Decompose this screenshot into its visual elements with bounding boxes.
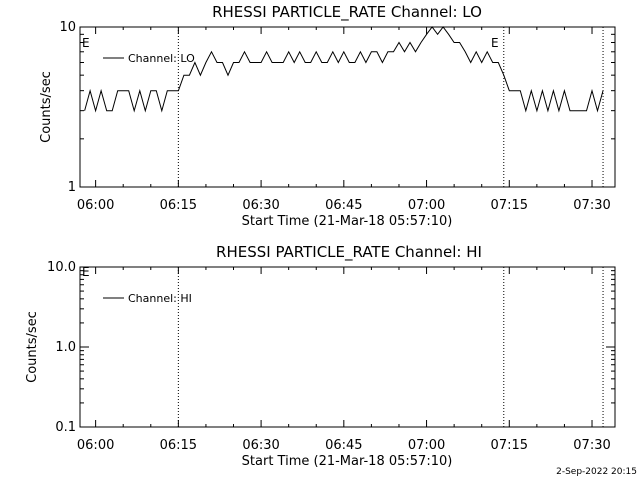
x-tick-label: 06:00 <box>77 438 114 453</box>
x-tick-label: 06:45 <box>325 438 362 453</box>
date-stamp: 2-Sep-2022 20:15 <box>556 467 637 477</box>
y-axis-label-hi: Counts/sec <box>25 311 40 383</box>
plot-frame-lo <box>79 26 616 188</box>
y-minor-ticks-lo <box>80 26 615 188</box>
y-minor-ticks-hi <box>80 266 615 428</box>
plot-frame-hi <box>79 266 616 428</box>
x-ticks-hi: 06:00 06:15 06:30 06:45 07:00 07:15 07:30 <box>77 267 611 453</box>
y-tick-label-lo-10: 10 <box>59 20 76 35</box>
edge-marker-label-lo-right: E <box>491 36 499 50</box>
x-axis-label-hi: Start Time (21-Mar-18 05:57:10) <box>242 454 453 469</box>
chart-title-hi: RHESSI PARTICLE_RATE Channel: HI <box>216 243 482 262</box>
x-tick-label: 07:30 <box>573 438 610 453</box>
x-tick-label: 07:15 <box>491 198 528 213</box>
y-tick-label-lo-1: 1 <box>68 180 76 195</box>
y-axis-label-lo: Counts/sec <box>39 71 54 143</box>
x-tick-label: 06:45 <box>325 198 362 213</box>
x-tick-label: 07:00 <box>408 438 445 453</box>
x-tick-label: 06:00 <box>77 198 114 213</box>
legend-label-hi: Channel: HI <box>128 292 192 305</box>
x-tick-label: 07:30 <box>573 198 610 213</box>
y-tick-label-hi-0-1: 0.1 <box>55 420 76 435</box>
y-tick-label-hi-10: 10.0 <box>47 260 76 275</box>
series-line-channel-lo <box>84 26 604 113</box>
x-tick-label: 06:30 <box>242 438 279 453</box>
x-axis-label-lo: Start Time (21-Mar-18 05:57:10) <box>242 214 453 229</box>
x-tick-label: 06:30 <box>242 198 279 213</box>
x-tick-label: 07:00 <box>408 198 445 213</box>
event-markers-lo <box>177 27 604 187</box>
x-tick-label: 06:15 <box>160 198 197 213</box>
x-tick-label: 07:15 <box>491 438 528 453</box>
chart-title-lo: RHESSI PARTICLE_RATE Channel: LO <box>212 3 482 22</box>
edge-marker-label-lo-left: E <box>82 36 90 50</box>
x-tick-label: 06:15 <box>160 438 197 453</box>
edge-marker-label-hi-left: E <box>82 265 90 279</box>
panel-lo: RHESSI PARTICLE_RATE Channel: LO 10 1 Co… <box>39 3 616 229</box>
legend-label-lo: Channel: LO <box>128 52 195 65</box>
x-ticks-lo: 06:00 06:15 06:30 06:45 07:00 07:15 07:30 <box>77 27 611 213</box>
panel-hi: RHESSI PARTICLE_RATE Channel: HI 10.0 1.… <box>25 243 616 469</box>
event-markers-hi <box>177 267 604 427</box>
y-tick-label-hi-1: 1.0 <box>55 340 76 355</box>
